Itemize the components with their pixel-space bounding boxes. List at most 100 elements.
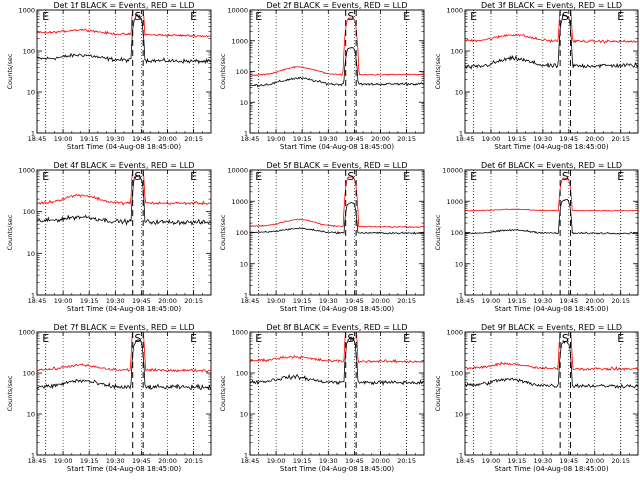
series-line — [37, 339, 211, 391]
y-axis-label: Counts/sec — [219, 214, 227, 250]
x-axis-label: Start Time (04-Aug-08 18:45:00) — [494, 305, 608, 313]
x-tick-label: 19:45 — [559, 457, 578, 465]
x-tick-label: 18:45 — [28, 297, 47, 305]
plot-frame — [464, 169, 639, 296]
plot-frame — [36, 169, 212, 296]
x-tick-label: 19:00 — [482, 135, 501, 143]
y-tick-label: 1000 — [18, 329, 35, 337]
x-tick-label: 19:15 — [508, 297, 527, 305]
x-tick-label: 20:15 — [184, 135, 203, 143]
detector-panel: Det 4f BLACK = Events, RED = LLD Counts/s… — [6, 161, 212, 313]
x-tick-label: 19:15 — [293, 457, 312, 465]
event-marker-label: E — [403, 170, 410, 183]
x-tick-label: 19:30 — [106, 297, 125, 305]
x-tick-label: 19:00 — [54, 135, 73, 143]
x-tick-label: 19:00 — [54, 297, 73, 305]
event-marker-label: E — [403, 332, 410, 345]
x-tick-label: 19:00 — [54, 457, 73, 465]
x-axis-label: Start Time (04-Aug-08 18:45:00) — [280, 465, 394, 473]
event-marker-label: E — [470, 10, 477, 23]
y-tick-label: 10 — [27, 89, 35, 97]
detector-panel: Det 6f BLACK = Events, RED = LLD Counts/s… — [434, 161, 639, 313]
x-tick-label: 20:15 — [397, 297, 416, 305]
series-group — [465, 10, 638, 70]
x-tick-label: 19:45 — [559, 297, 578, 305]
plot-frame — [249, 169, 425, 296]
x-tick-label: 19:15 — [508, 457, 527, 465]
y-tick-label: 100 — [451, 48, 463, 56]
y-tick-label: 1 — [459, 452, 463, 460]
x-tick-label: 20:00 — [585, 297, 604, 305]
plot-frame — [36, 331, 212, 456]
x-tick-label: 18:45 — [241, 457, 260, 465]
x-tick-label: 19:30 — [533, 297, 552, 305]
event-marker-label: E — [255, 170, 262, 183]
x-axis-label: Start Time (04-Aug-08 18:45:00) — [494, 143, 608, 151]
event-marker-label: S — [347, 332, 354, 345]
series-line — [37, 174, 211, 226]
panel-title: Det 7f BLACK = Events, RED = LLD — [53, 323, 194, 332]
y-tick-label: 1000 — [231, 198, 248, 206]
series-group — [250, 176, 424, 235]
detector-panel: Det 1f BLACK = Events, RED = LLD Counts/s… — [6, 1, 212, 151]
x-tick-label: 20:00 — [158, 457, 177, 465]
panel-title: Det 3f BLACK = Events, RED = LLD — [481, 1, 622, 10]
panel-title: Det 8f BLACK = Events, RED = LLD — [266, 323, 407, 332]
x-tick-label: 19:45 — [132, 135, 151, 143]
event-marker-label: E — [617, 170, 624, 183]
x-tick-label: 19:45 — [559, 135, 578, 143]
panel-title: Det 4f BLACK = Events, RED = LLD — [53, 161, 194, 170]
x-tick-label: 19:00 — [267, 297, 286, 305]
x-tick-label: 20:15 — [397, 135, 416, 143]
event-marker-label: S — [562, 332, 569, 345]
panel-title: Det 9f BLACK = Events, RED = LLD — [481, 323, 622, 332]
x-tick-label: 20:00 — [585, 135, 604, 143]
x-tick-label: 20:00 — [371, 135, 390, 143]
x-tick-label: 19:00 — [482, 297, 501, 305]
event-marker-label: S — [134, 332, 141, 345]
x-axis-label: Start Time (04-Aug-08 18:45:00) — [280, 143, 394, 151]
x-tick-label: 19:15 — [80, 457, 99, 465]
event-marker-label: S — [347, 10, 354, 23]
detector-panel: Det 2f BLACK = Events, RED = LLD Counts/s… — [219, 1, 425, 151]
event-marker-label: S — [562, 170, 569, 183]
x-tick-label: 19:30 — [106, 135, 125, 143]
y-tick-label: 1000 — [231, 37, 248, 45]
x-tick-label: 20:15 — [397, 457, 416, 465]
x-tick-label: 19:15 — [293, 135, 312, 143]
plot-frame — [249, 9, 425, 134]
y-tick-label: 100 — [451, 229, 463, 237]
x-tick-label: 20:00 — [158, 135, 177, 143]
y-tick-label: 10 — [240, 99, 248, 107]
panel-title: Det 6f BLACK = Events, RED = LLD — [481, 161, 622, 170]
event-marker-label: E — [255, 10, 262, 23]
y-tick-label: 10 — [455, 89, 463, 97]
event-marker-label: E — [617, 10, 624, 23]
event-marker-label: E — [42, 332, 49, 345]
y-tick-label: 10 — [240, 411, 248, 419]
series-line — [37, 10, 211, 38]
x-tick-label: 19:15 — [293, 297, 312, 305]
series-line — [37, 332, 211, 373]
x-tick-label: 19:30 — [319, 135, 338, 143]
event-marker-label: E — [42, 10, 49, 23]
y-axis-label: Counts/sec — [6, 214, 14, 250]
event-marker-label: S — [134, 170, 141, 183]
y-tick-label: 10 — [240, 260, 248, 268]
y-axis-label: Counts/sec — [219, 53, 227, 89]
series-group — [465, 177, 638, 235]
x-tick-label: 18:45 — [241, 297, 260, 305]
x-tick-label: 20:15 — [611, 457, 630, 465]
series-line — [250, 332, 424, 364]
y-tick-label: 1000 — [18, 167, 35, 175]
y-tick-label: 100 — [23, 48, 35, 56]
x-tick-label: 20:15 — [611, 297, 630, 305]
detector-panel: Det 5f BLACK = Events, RED = LLD Counts/s… — [219, 161, 425, 313]
x-tick-label: 19:00 — [267, 135, 286, 143]
y-tick-label: 1 — [244, 292, 248, 300]
series-group — [37, 10, 211, 65]
x-tick-label: 20:00 — [371, 457, 390, 465]
y-tick-label: 10 — [27, 250, 35, 258]
y-axis-label: Counts/sec — [434, 214, 442, 250]
